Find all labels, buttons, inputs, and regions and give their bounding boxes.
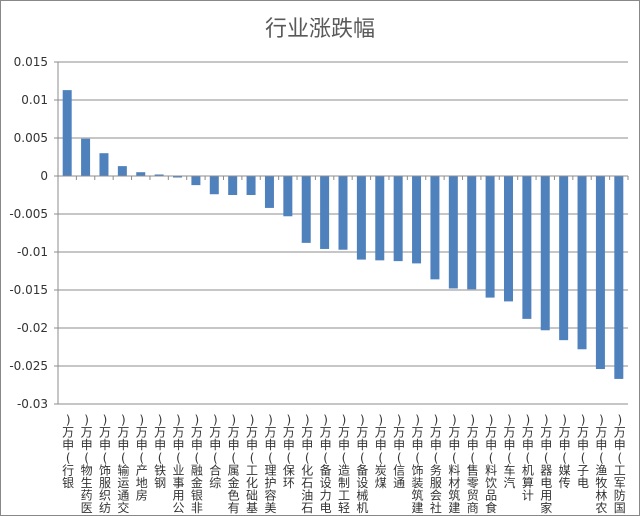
bar [412, 176, 422, 264]
x-tick-label: 综合(申万) [209, 413, 221, 490]
x-tick-label: 建筑装饰(申万) [412, 413, 424, 515]
x-tick-label: 社会服务(申万) [430, 413, 442, 515]
x-tick-label: 房地产(申万) [136, 413, 148, 503]
bar [62, 90, 72, 176]
x-tick-label: 通信(申万) [393, 413, 405, 490]
bar [485, 176, 495, 298]
x-tick-label: 非银金融(申万) [191, 413, 203, 515]
bar [430, 176, 440, 280]
x-tick-label: 公用事业(申万) [173, 413, 185, 515]
x-tick-label: 纺织服饰(申万) [99, 413, 111, 515]
bar [264, 176, 274, 208]
bar [99, 153, 109, 176]
bar [614, 176, 624, 379]
bar [467, 176, 477, 290]
bar [136, 172, 146, 176]
x-tick-label: 基础化工(申万) [246, 413, 258, 515]
y-tick-label: -0.015 [9, 283, 48, 297]
x-tick-label: 汽车(申万) [503, 413, 515, 490]
bar [559, 176, 569, 341]
x-tick-label: 建筑材料(申万) [448, 413, 460, 515]
bar [522, 176, 532, 319]
bar [448, 176, 458, 289]
y-tick-label: 0.015 [14, 55, 48, 69]
x-tick-label: 医药生物(申万) [81, 413, 93, 515]
x-tick-label: 机械设备(申万) [356, 413, 368, 515]
x-tick-label: 家用电器(申万) [540, 413, 552, 515]
x-tick-label: 国防军工(申万) [614, 413, 626, 515]
gridlines [58, 61, 628, 405]
bar [117, 166, 127, 176]
bars [62, 90, 624, 379]
bar [209, 176, 219, 195]
y-tick-label: 0 [40, 169, 48, 183]
x-tick-label: 有色金属(申万) [228, 413, 240, 515]
bar [338, 176, 348, 250]
x-tick-label: 环保(申万) [283, 413, 295, 490]
x-tick-label: 钢铁(申万) [154, 413, 166, 490]
x-tick-label: 交通运输(申万) [117, 413, 129, 515]
bar [81, 138, 91, 176]
x-tick-label: 石油石化(申万) [301, 413, 313, 515]
y-tick-label: -0.02 [17, 321, 48, 335]
bar [154, 174, 164, 176]
x-tick-label: 商贸零售(申万) [467, 413, 479, 515]
bar [375, 176, 385, 261]
y-tick-label: -0.005 [9, 207, 48, 221]
bar [577, 176, 587, 350]
y-tick-label: -0.01 [17, 245, 48, 259]
chart-title: 行业涨跌幅 [265, 17, 375, 42]
x-tick-label: 食品饮料(申万) [485, 413, 497, 515]
bar [540, 176, 550, 331]
bar [191, 176, 201, 186]
y-tick-label: -0.03 [17, 397, 48, 411]
bar [320, 176, 330, 249]
bar [393, 176, 403, 262]
bar [228, 176, 238, 195]
x-tick-label: 传媒(申万) [559, 413, 571, 490]
x-axis: 银行(申万) 医药生物(申万) 纺织服饰(申万) 交通运输(申万) 房地产(申万) 钢铁(… [58, 175, 629, 515]
bar [173, 176, 183, 178]
x-tick-label: 银行(申万) [62, 413, 74, 490]
bar [283, 176, 293, 217]
y-axis: 0.015 0.01 0.005 0 -0.005 -0.01 -0.015 -0.02 -0.… [9, 55, 59, 411]
y-tick-label: 0.005 [14, 131, 48, 145]
y-tick-label: 0.01 [21, 93, 48, 107]
bar [356, 176, 366, 260]
x-tick-label: 电力设备(申万) [320, 413, 332, 515]
x-tick-label: 计算机(申万) [522, 413, 534, 503]
x-tick-label: 美容护理(申万) [264, 413, 276, 515]
bar [246, 176, 256, 195]
bar [595, 176, 605, 370]
x-tick-label: 轻工制造(申万) [338, 413, 350, 515]
bar [503, 176, 513, 302]
bar [301, 176, 311, 243]
x-tick-label: 煤炭(申万) [375, 413, 387, 490]
y-tick-label: -0.025 [9, 359, 48, 373]
x-tick-label: 农林牧渔(申万) [595, 413, 607, 515]
x-tick-label: 电子(申万) [577, 413, 589, 490]
